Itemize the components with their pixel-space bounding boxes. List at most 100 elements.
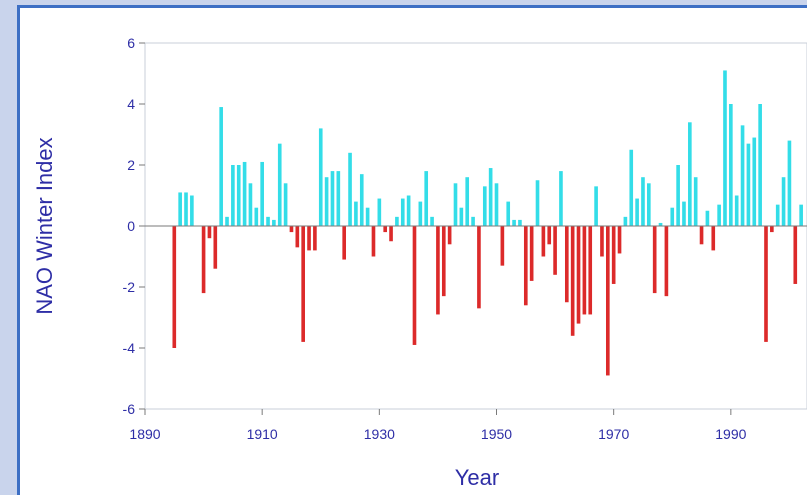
x-tick-label: 1890 [129, 426, 160, 442]
bar-1923 [336, 171, 341, 226]
bar-1961 [559, 171, 563, 226]
bar-1980 [670, 207, 675, 226]
bar-1918 [307, 226, 311, 251]
bar-1924 [342, 226, 347, 260]
x-tick-label: 1950 [481, 426, 512, 442]
bar-1965 [582, 226, 587, 315]
bar-1938 [424, 171, 429, 226]
y-tick-label: -6 [123, 401, 136, 417]
bar-1902 [213, 226, 218, 269]
bar-1946 [471, 216, 475, 226]
bar-1968 [600, 226, 604, 257]
bar-1988 [717, 204, 721, 226]
bar-1900 [201, 226, 206, 294]
bar-1911 [266, 216, 270, 226]
bar-1905 [231, 165, 235, 226]
bar-1897 [184, 192, 188, 226]
bar-1992 [740, 125, 745, 226]
bar-1932 [389, 226, 393, 242]
bar-1994 [752, 137, 757, 226]
bar-1913 [277, 143, 282, 226]
bar-1939 [430, 216, 434, 226]
x-axis-title: Year [455, 465, 499, 490]
bar-1930 [377, 198, 382, 226]
bar-1987 [711, 226, 716, 251]
bar-2001 [793, 226, 798, 284]
bar-1979 [664, 226, 669, 297]
bar-1942 [447, 226, 452, 245]
bar-1909 [254, 207, 259, 226]
bar-1973 [629, 149, 634, 226]
bar-2000 [787, 140, 792, 226]
x-tick-label: 1910 [247, 426, 278, 442]
bar-1916 [295, 226, 300, 248]
bar-1978 [658, 222, 663, 226]
bar-1904 [225, 216, 229, 226]
y-tick-label: 0 [127, 218, 135, 234]
y-tick-label: -2 [123, 279, 136, 295]
bar-1975 [641, 177, 645, 226]
bar-1937 [418, 201, 423, 226]
nao-bar-chart: -6 -4 -2 0 2 4 6 1890 1910 1930 1950 1970 1990 NAO … [32, 35, 807, 490]
bar-1993 [746, 143, 751, 226]
bar-1906 [236, 165, 241, 226]
bar-1958 [541, 226, 546, 257]
bar-1984 [693, 177, 698, 226]
x-tick-label: 1990 [715, 426, 746, 442]
bar-1945 [465, 177, 470, 226]
y-tick-label: 4 [127, 96, 135, 112]
chart-frame: -6 -4 -2 0 2 4 6 1890 1910 1930 1950 1970 1990 NAO … [17, 5, 807, 495]
bar-1981 [676, 165, 680, 226]
bar-1935 [406, 195, 411, 226]
bar-1919 [313, 226, 317, 251]
bar-1936 [412, 226, 417, 345]
bar-1970 [611, 226, 616, 284]
bar-1925 [348, 152, 352, 226]
bar-1967 [594, 186, 598, 226]
bar-1934 [400, 198, 405, 226]
bar-1898 [190, 195, 194, 226]
bar-1912 [272, 219, 276, 226]
bar-1982 [682, 201, 686, 226]
bar-1895 [172, 226, 177, 348]
y-tick-label: 2 [127, 157, 135, 173]
bar-1931 [383, 226, 388, 233]
x-tick-label: 1930 [364, 426, 395, 442]
bar-1926 [354, 201, 358, 226]
bar-1986 [705, 210, 710, 226]
bar-group [172, 70, 803, 376]
bar-1917 [301, 226, 305, 342]
bar-1966 [588, 226, 593, 315]
bar-1989 [723, 70, 727, 226]
bar-1948 [482, 186, 487, 226]
bar-1907 [242, 161, 247, 226]
bar-1960 [553, 226, 557, 275]
bar-1950 [494, 183, 499, 226]
bar-1985 [699, 226, 704, 245]
bar-1997 [770, 226, 774, 233]
bar-1976 [647, 183, 651, 226]
bar-1956 [529, 226, 534, 281]
bar-1896 [178, 192, 182, 226]
bar-1949 [488, 168, 493, 226]
bar-1969 [605, 226, 610, 376]
bar-1941 [441, 226, 446, 297]
y-axis: -6 -4 -2 0 2 4 6 [123, 35, 145, 417]
bar-2002 [799, 204, 803, 226]
bar-1995 [758, 104, 762, 226]
bar-1963 [570, 226, 575, 336]
y-axis-title: NAO Winter Index [32, 137, 57, 314]
bar-1972 [623, 216, 628, 226]
bar-1977 [652, 226, 657, 294]
bar-1998 [775, 204, 780, 226]
bar-1991 [734, 195, 739, 226]
y-tick-label: 6 [127, 35, 135, 51]
bar-1959 [547, 226, 552, 245]
bar-1922 [330, 171, 335, 226]
bar-1955 [523, 226, 528, 306]
bar-1920 [318, 128, 323, 226]
bar-1951 [500, 226, 505, 266]
bar-1990 [729, 104, 733, 226]
bar-1957 [535, 180, 540, 226]
bar-1901 [207, 226, 212, 239]
